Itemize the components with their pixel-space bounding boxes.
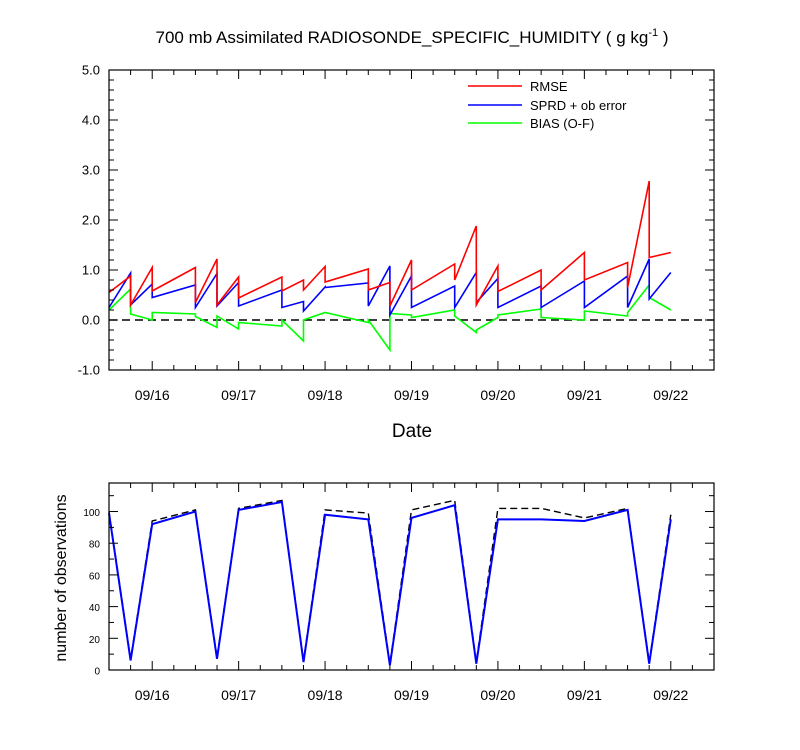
x-tick-label: 09/16 <box>135 387 170 403</box>
x-tick-label: 09/18 <box>308 387 343 403</box>
x-tick-label: 09/20 <box>480 687 515 703</box>
bottom-y-tick-labels: 0 20 40 60 80 100 <box>83 508 100 677</box>
x-tick-label: 09/20 <box>480 387 515 403</box>
bottom-ticks-group <box>108 483 715 671</box>
y-tick-label: 80 <box>89 540 101 551</box>
x-tick-label: 09/17 <box>221 687 256 703</box>
top-y-tick-labels: -1.0 0.0 1.0 2.0 3.0 4.0 5.0 <box>78 63 100 378</box>
x-tick-label: 09/21 <box>567 687 602 703</box>
y-tick-label: 5.0 <box>82 63 100 78</box>
y-tick-label: 0.0 <box>82 313 100 328</box>
legend-label-sprd: SPRD + ob error <box>530 98 627 113</box>
top-series-group <box>108 180 672 353</box>
y-tick-label: 60 <box>89 571 101 582</box>
bottom-y-axis-label: number of observations <box>53 494 70 661</box>
legend-label-bias: BIAS (O-F) <box>530 116 594 131</box>
x-tick-label: 09/16 <box>135 687 170 703</box>
x-tick-label: 09/21 <box>567 387 602 403</box>
top-x-axis-label: Date <box>392 421 432 442</box>
x-tick-label: 09/19 <box>394 687 429 703</box>
x-tick-label: 09/18 <box>308 687 343 703</box>
obs-assimilated-series-line <box>108 500 672 666</box>
legend-label-rmse: RMSE <box>530 79 568 94</box>
top-x-tick-labels: 09/16 09/17 09/18 09/19 09/20 09/21 09/22 <box>135 387 689 403</box>
bottom-x-tick-labels: 09/16 09/17 09/18 09/19 09/20 09/21 09/22 <box>135 687 689 703</box>
rmse-series-line <box>108 180 671 309</box>
top-plot-panel: -1.00.01.02.03.04.05.0 09/16 09/17 09/18 09… <box>78 63 715 442</box>
y-tick-label: 2.0 <box>82 213 100 228</box>
y-tick-label: -1.0 <box>78 363 100 378</box>
x-tick-label: 09/22 <box>653 387 688 403</box>
y-tick-label: 0 <box>94 667 100 678</box>
bias-series-line <box>108 282 672 353</box>
obs-possible-series-line <box>108 499 672 664</box>
chart-title: 700 mb Assimilated RADIOSONDE_SPECIFIC_H… <box>156 27 669 47</box>
top-plot-frame <box>108 69 715 371</box>
bottom-series-group <box>108 499 672 666</box>
title-superscript: -1 <box>648 27 658 39</box>
legend: RMSE SPRD + ob error BIAS (O-F) <box>468 79 627 131</box>
y-tick-label: 40 <box>89 603 101 614</box>
y-tick-label: 3.0 <box>82 163 100 178</box>
x-tick-label: 09/17 <box>221 387 256 403</box>
y-tick-label: 4.0 <box>82 113 100 128</box>
top-ticks-group <box>108 69 715 371</box>
y-tick-label: 20 <box>89 635 101 646</box>
title-prefix: 700 mb Assimilated RADIOSONDE_SPECIFIC_H… <box>156 28 649 47</box>
title-suffix: ) <box>658 28 668 47</box>
y-tick-label: 100 <box>83 508 100 519</box>
y-tick-label: 1.0 <box>82 263 100 278</box>
x-tick-label: 09/22 <box>653 687 688 703</box>
x-tick-label: 09/19 <box>394 387 429 403</box>
